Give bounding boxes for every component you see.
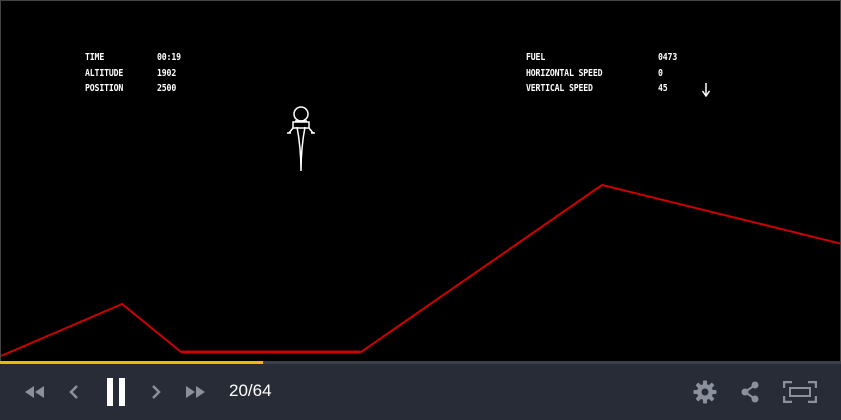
hud-time-value: 00:19	[157, 52, 181, 63]
playback-progress-bar[interactable]	[0, 361, 841, 364]
engine-flame	[296, 126, 306, 172]
fullscreen-icon	[783, 381, 817, 403]
share-button[interactable]	[736, 364, 764, 420]
hud-horizontal-speed-label: HORIZONTAL SPEED	[526, 68, 603, 79]
hud-fuel-value: 0473	[658, 52, 678, 63]
hud-time-label: TIME	[85, 52, 105, 63]
hud-vertical-speed-value: 45	[658, 83, 668, 94]
game-screen: TIME 00:19 ALTITUDE 1902 POSITION 2500 F…	[0, 0, 841, 361]
forward-button[interactable]	[181, 364, 211, 420]
fast-forward-icon	[186, 386, 205, 398]
pause-icon	[107, 378, 125, 406]
hud-altitude-label: ALTITUDE	[85, 68, 124, 79]
share-icon	[741, 381, 759, 403]
fullscreen-button[interactable]	[780, 364, 820, 420]
previous-frame-button[interactable]	[62, 364, 86, 420]
rewind-button[interactable]	[20, 364, 50, 420]
frame-counter: 20/64	[229, 381, 272, 400]
hud-position-value: 2500	[157, 83, 177, 94]
playback-controls: 20/64	[0, 364, 841, 420]
fast-rewind-icon	[25, 386, 44, 398]
hud-vertical-speed-label: VERTICAL SPEED	[526, 83, 593, 94]
lunar-lander	[287, 106, 315, 172]
hud-position-label: POSITION	[85, 83, 124, 94]
settings-button[interactable]	[690, 364, 720, 420]
lunar-terrain	[1, 183, 840, 357]
chevron-left-icon	[69, 385, 78, 399]
lander-body	[287, 106, 315, 134]
arrow-down-icon	[701, 83, 711, 98]
pause-button[interactable]	[100, 364, 132, 420]
gear-icon	[693, 380, 717, 404]
hud-altitude-value: 1902	[157, 68, 177, 79]
playback-progress-fill	[0, 361, 263, 364]
next-frame-button[interactable]	[144, 364, 168, 420]
terrain-line	[1, 183, 840, 357]
hud-fuel-label: FUEL	[526, 52, 546, 63]
chevron-right-icon	[152, 385, 161, 399]
hud-horizontal-speed-value: 0	[658, 68, 663, 79]
